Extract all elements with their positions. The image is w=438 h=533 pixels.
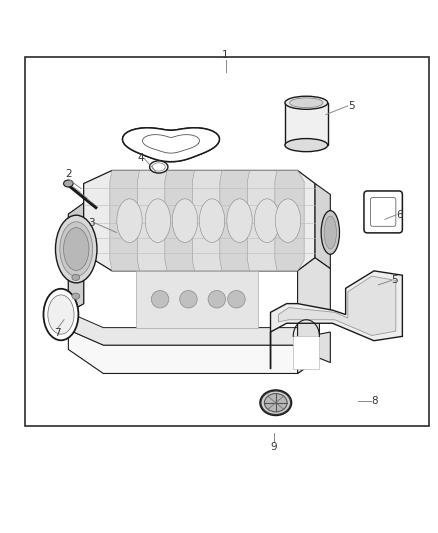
Ellipse shape — [150, 161, 168, 173]
Polygon shape — [136, 271, 258, 328]
Ellipse shape — [324, 216, 336, 249]
Text: 1: 1 — [222, 51, 229, 60]
Text: 5: 5 — [348, 101, 354, 111]
Ellipse shape — [172, 199, 198, 243]
Text: 6: 6 — [396, 210, 403, 220]
Polygon shape — [293, 336, 319, 369]
Ellipse shape — [64, 180, 73, 187]
Ellipse shape — [64, 228, 89, 270]
Ellipse shape — [260, 390, 291, 415]
Polygon shape — [138, 171, 173, 271]
Polygon shape — [192, 171, 229, 271]
Ellipse shape — [72, 293, 80, 299]
Ellipse shape — [276, 199, 300, 243]
Polygon shape — [220, 171, 256, 271]
Text: 3: 3 — [88, 218, 95, 228]
Polygon shape — [68, 312, 319, 345]
Ellipse shape — [48, 295, 74, 334]
Text: 8: 8 — [371, 396, 378, 406]
Ellipse shape — [285, 139, 328, 152]
Ellipse shape — [72, 259, 80, 265]
Ellipse shape — [72, 274, 80, 280]
Polygon shape — [68, 203, 84, 312]
Ellipse shape — [152, 163, 165, 171]
Ellipse shape — [145, 199, 170, 243]
Ellipse shape — [285, 96, 328, 109]
Ellipse shape — [180, 290, 197, 308]
Ellipse shape — [151, 290, 169, 308]
Text: 5: 5 — [392, 276, 398, 286]
Polygon shape — [110, 171, 146, 271]
Polygon shape — [123, 128, 219, 161]
FancyBboxPatch shape — [364, 191, 403, 233]
FancyBboxPatch shape — [371, 198, 396, 227]
Ellipse shape — [321, 211, 339, 254]
Polygon shape — [68, 253, 84, 312]
Ellipse shape — [227, 199, 252, 243]
Ellipse shape — [208, 290, 226, 308]
Polygon shape — [84, 171, 315, 271]
Polygon shape — [297, 258, 330, 374]
Text: 4: 4 — [137, 153, 144, 163]
Ellipse shape — [228, 290, 245, 308]
Bar — [25, 57, 428, 426]
Polygon shape — [123, 128, 219, 161]
Polygon shape — [68, 330, 319, 374]
Ellipse shape — [60, 222, 92, 276]
Text: 2: 2 — [65, 169, 72, 179]
Polygon shape — [68, 203, 84, 312]
Polygon shape — [247, 171, 284, 271]
Ellipse shape — [56, 215, 97, 283]
Polygon shape — [279, 276, 396, 335]
Text: 7: 7 — [54, 328, 61, 338]
Polygon shape — [315, 183, 330, 269]
Ellipse shape — [199, 199, 225, 243]
Ellipse shape — [265, 393, 287, 412]
Polygon shape — [285, 103, 328, 145]
Polygon shape — [271, 271, 403, 369]
Ellipse shape — [43, 289, 78, 340]
Ellipse shape — [117, 199, 142, 243]
Polygon shape — [165, 171, 201, 271]
Polygon shape — [275, 171, 304, 271]
Text: 9: 9 — [270, 442, 277, 452]
Ellipse shape — [290, 98, 323, 108]
Ellipse shape — [254, 199, 280, 243]
